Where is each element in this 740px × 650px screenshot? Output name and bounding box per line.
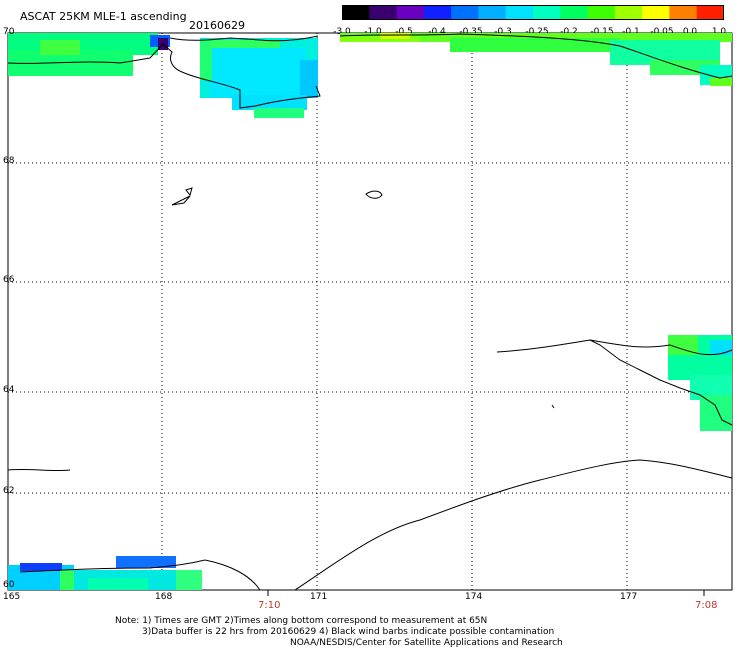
colorbar-border	[342, 5, 724, 20]
colorbar-segment	[451, 5, 479, 20]
lat-label: 60	[3, 580, 15, 590]
colorbar-label: 0.0	[682, 27, 698, 37]
lat-label: 68	[3, 156, 15, 166]
colorbar-segment	[505, 5, 534, 20]
colorbar-segment	[560, 5, 589, 20]
lon-label: 177	[620, 592, 638, 602]
data-swath-north	[340, 33, 732, 86]
map-frame	[7, 32, 733, 591]
note-line-1: Note: 1) Times are GMT 2)Times along bot…	[115, 616, 488, 626]
colorbar	[342, 5, 725, 20]
colorbar-segment	[642, 5, 670, 20]
product-date: 20160629	[189, 19, 245, 32]
colorbar-label: -0.5	[395, 27, 413, 37]
colorbar-segment	[669, 5, 698, 20]
colorbar-segment	[369, 5, 398, 20]
colorbar-label: -0.35	[459, 27, 483, 37]
colorbar-label: -0.25	[525, 27, 549, 37]
colorbar-segment	[587, 5, 616, 20]
lon-label: 174	[465, 592, 483, 602]
colorbar-segment	[396, 5, 425, 20]
lon-label: 168	[155, 592, 173, 602]
time-label: 7:10	[258, 600, 281, 611]
colorbar-segment	[423, 5, 452, 20]
colorbar-label: -0.05	[650, 27, 674, 37]
colorbar-segment	[342, 5, 370, 20]
colorbar-gradient	[342, 5, 725, 20]
data-swath-southwest	[8, 556, 202, 590]
lon-label: 165	[3, 592, 21, 602]
colorbar-label: -0.4	[428, 27, 446, 37]
colorbar-label: -0.15	[590, 27, 614, 37]
time-ticks	[267, 590, 705, 596]
colorbar-segment	[696, 5, 725, 20]
lat-label: 66	[3, 275, 15, 285]
product-title: ASCAT 25KM MLE-1 ascending	[20, 10, 187, 23]
data-swath-northwest	[8, 33, 318, 118]
colorbar-label: -1.0	[364, 27, 382, 37]
colorbar-segment	[533, 5, 561, 20]
colorbar-label: -0.1	[622, 27, 640, 37]
lat-label: 62	[3, 486, 15, 496]
colorbar-segment	[478, 5, 507, 20]
colorbar-label: -0.2	[560, 27, 578, 37]
data-swath-east	[668, 335, 732, 431]
graticule	[8, 33, 732, 590]
note-line-2: 3)Data buffer is 22 hrs from 20160629 4)…	[142, 627, 555, 637]
time-label: 7:08	[695, 600, 718, 611]
lat-label: 64	[3, 385, 15, 395]
lat-label: 70	[3, 27, 15, 37]
colorbar-segment	[614, 5, 643, 20]
note-line-3: NOAA/NESDIS/Center for Satellite Applica…	[290, 638, 563, 648]
colorbar-label: -0.3	[494, 27, 512, 37]
colorbar-label: 1.0	[711, 27, 727, 37]
colorbar-label: -3.0	[333, 27, 351, 37]
coastline	[7, 33, 733, 591]
lon-label: 171	[310, 592, 328, 602]
